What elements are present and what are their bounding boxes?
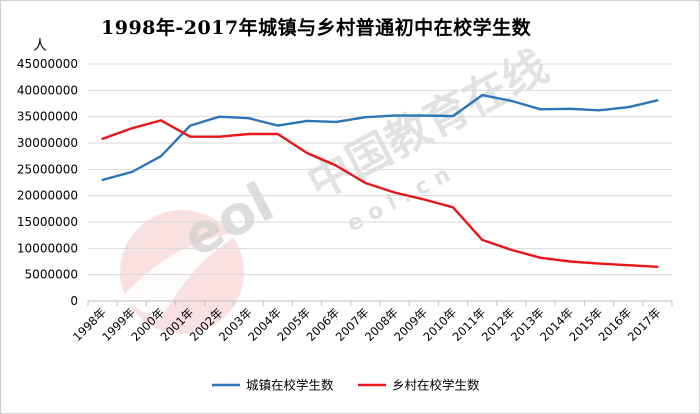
series-line-urban bbox=[101, 93, 659, 182]
y-tick-label: 20000000 bbox=[17, 189, 78, 203]
axes: 0 5000000 10000000 15000000 20000000 25000000… bbox=[17, 57, 673, 344]
y-tick-label: 15000000 bbox=[17, 215, 78, 229]
y-tick-label: 10000000 bbox=[17, 241, 78, 255]
legend-label: 乡村在校学生数 bbox=[392, 378, 480, 393]
chart-title: 1998年-2017年城镇与乡村普通初中在校学生数 bbox=[101, 17, 532, 39]
y-tick-label: 30000000 bbox=[17, 136, 78, 150]
y-tick-label: 0 bbox=[70, 294, 78, 308]
y-tick-label: 25000000 bbox=[17, 162, 78, 176]
y-axis-unit-label: 人 bbox=[33, 38, 47, 54]
series-line-rural bbox=[101, 119, 659, 268]
x-tick-label: 2017年 bbox=[625, 305, 664, 344]
y-tick-label: 35000000 bbox=[17, 110, 78, 124]
series-lines bbox=[101, 93, 659, 268]
legend: 城镇在校学生数 乡村在校学生数 bbox=[212, 378, 480, 393]
y-tick-label: 45000000 bbox=[17, 57, 78, 71]
legend-label: 城镇在校学生数 bbox=[246, 378, 334, 393]
y-tick-label: 5000000 bbox=[25, 268, 78, 282]
y-tick-label: 40000000 bbox=[17, 83, 78, 97]
